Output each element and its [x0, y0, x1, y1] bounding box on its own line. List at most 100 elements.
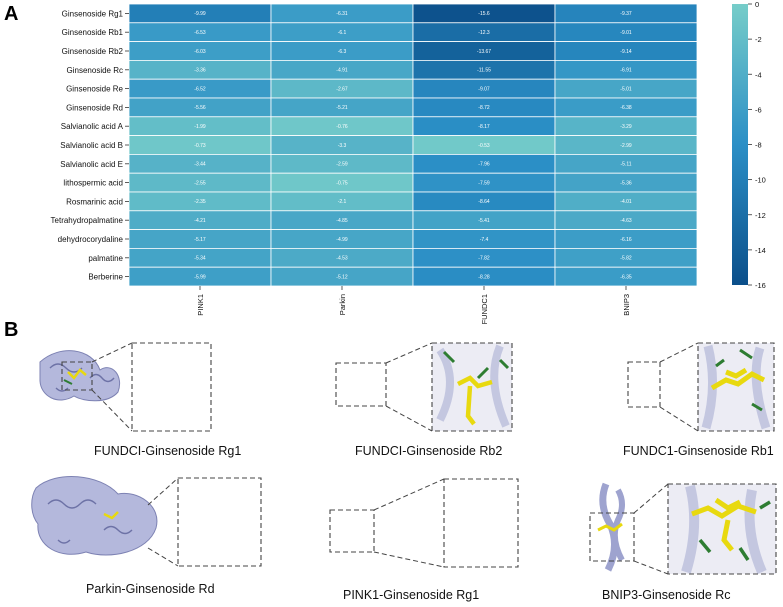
cell-value: -9.07 — [478, 86, 490, 92]
heatmap: -9.99 -6.31 -15.6 -9.37 Ginsenoside Rg1 -6.53… — [51, 3, 698, 324]
docking-tile-parkin-rd: Parkin-Ginsenoside Rd — [31, 476, 262, 596]
cell-value: -5.21 — [336, 105, 348, 111]
cell-value: -4.63 — [620, 218, 632, 224]
cell-value: -2.55 — [194, 180, 206, 186]
cell-value: -8.72 — [478, 105, 490, 111]
cell-value: -6.35 — [620, 274, 632, 280]
cell-value: -2.35 — [194, 199, 206, 205]
cell-value: -5.36 — [620, 180, 632, 186]
cell-value: -6.1 — [338, 30, 347, 36]
colorbar-tick-label: -2 — [755, 35, 762, 44]
zoom-source-box — [335, 362, 387, 407]
cell-value: -5.99 — [194, 274, 206, 280]
cell-value: -4.91 — [336, 68, 348, 74]
cell-value: -4.85 — [336, 218, 348, 224]
row-label: Ginsenoside Rc — [67, 66, 123, 75]
ligand — [103, 511, 119, 520]
cell-value: -0.73 — [194, 143, 206, 149]
cell-value: -2.1 — [338, 199, 347, 205]
cell-value: -13.67 — [477, 49, 491, 55]
colorbar-tick-label: -16 — [755, 281, 766, 290]
row-label: Salvianolic acid A — [61, 122, 124, 131]
cell-value: -3.29 — [620, 124, 632, 130]
column-label: FUNDC1 — [480, 294, 489, 324]
row-label: Salvianolic acid E — [60, 160, 123, 169]
zoom-detail-box — [177, 477, 262, 567]
docking-tile-fundc1-rb2: FUNDCI-Ginsenoside Rb2 — [335, 342, 513, 458]
cell-value: -0.53 — [478, 143, 490, 149]
caption: PINK1-Ginsenoside Rg1 — [343, 588, 479, 602]
zoom-detail-box — [131, 342, 212, 432]
docking-tile-bnip3-rc: BNIP3-Ginsenoside Rc — [589, 482, 777, 602]
ligand — [597, 522, 623, 532]
cell-value: -6.53 — [194, 30, 206, 36]
row-label: Berberine — [88, 273, 123, 282]
cell-value: -6.38 — [620, 105, 632, 111]
row-label: Ginsenoside Rb1 — [62, 28, 124, 37]
cell-value: -6.3 — [338, 49, 347, 55]
cell-value: -9.99 — [194, 11, 206, 17]
cell-value: -9.01 — [620, 30, 632, 36]
cell-value: -11.55 — [477, 68, 491, 74]
cell-value: -5.12 — [336, 274, 348, 280]
cell-value: -5.17 — [194, 237, 206, 243]
row-label: Ginsenoside Re — [66, 85, 123, 94]
cell-value: -0.76 — [336, 124, 348, 130]
cell-value: -7.4 — [480, 237, 489, 243]
cell-value: -4.53 — [336, 256, 348, 262]
cell-value: -4.21 — [194, 218, 206, 224]
docking-tile-fundc1-rg1: FUNDCI-Ginsenoside Rg1 — [39, 342, 241, 458]
zoom-detail — [697, 342, 775, 432]
cell-value: -6.31 — [336, 11, 348, 17]
cell-value: -5.56 — [194, 105, 206, 111]
row-label: palmatine — [88, 254, 123, 263]
column-label: Parkin — [338, 294, 347, 315]
panel-a-label: A — [4, 3, 18, 25]
cell-value: -12.3 — [478, 30, 490, 36]
panel-b-label: B — [4, 319, 18, 341]
cell-value: -7.59 — [478, 180, 490, 186]
row-label: Salvianolic acid B — [60, 141, 123, 150]
cell-value: -2.99 — [620, 143, 632, 149]
docking-tile-pink1-rg1: PINK1-Ginsenoside Rg1 — [329, 478, 519, 602]
cell-value: -7.96 — [478, 162, 490, 168]
cell-value: -3.3 — [338, 143, 347, 149]
row-label: Tetrahydropalmatine — [51, 216, 124, 225]
cell-value: -8.17 — [478, 124, 490, 130]
cell-value: -6.03 — [194, 49, 206, 55]
cell-value: -0.75 — [336, 180, 348, 186]
cell-value: -3.44 — [194, 162, 206, 168]
cell-value: -8.64 — [478, 199, 490, 205]
caption: Parkin-Ginsenoside Rd — [86, 582, 215, 596]
cell-value: -6.91 — [620, 68, 632, 74]
protein-structure — [39, 350, 120, 402]
colorbar-tick-label: -4 — [755, 70, 762, 79]
cell-value: -5.82 — [620, 256, 632, 262]
cell-value: -9.37 — [620, 11, 632, 17]
colorbar: 0 -2 -4 -6 -8 -10 -12 -14 -16 — [732, 0, 766, 290]
caption: FUNDC1-Ginsenoside Rb1 — [623, 444, 774, 458]
row-label: Ginsenoside Rd — [66, 103, 123, 112]
docking-tile-fundc1-rb1: FUNDC1-Ginsenoside Rb1 — [623, 342, 775, 458]
caption: FUNDCI-Ginsenoside Rb2 — [355, 444, 502, 458]
cell-value: -4.01 — [620, 199, 632, 205]
ligand — [67, 368, 87, 380]
zoom-detail — [667, 483, 777, 575]
colorbar-tick-label: -6 — [755, 105, 762, 114]
colorbar-tick-label: -12 — [755, 211, 766, 220]
cell-value: -7.82 — [478, 256, 490, 262]
row-label: Ginsenoside Rg1 — [62, 9, 124, 18]
row-label: lithospermic acid — [63, 179, 123, 188]
cell-value: -5.01 — [620, 86, 632, 92]
zoom-source-box — [627, 361, 661, 408]
cell-value: -6.52 — [194, 86, 206, 92]
cell-value: -2.67 — [336, 86, 348, 92]
zoom-detail — [431, 342, 513, 432]
row-label: Ginsenoside Rb2 — [62, 47, 124, 56]
caption: FUNDCI-Ginsenoside Rg1 — [94, 444, 241, 458]
cell-value: -1.99 — [194, 124, 206, 130]
colorbar-tick-label: -10 — [755, 176, 766, 185]
zoom-detail-box — [443, 478, 519, 568]
cell-value: -15.6 — [478, 11, 490, 17]
